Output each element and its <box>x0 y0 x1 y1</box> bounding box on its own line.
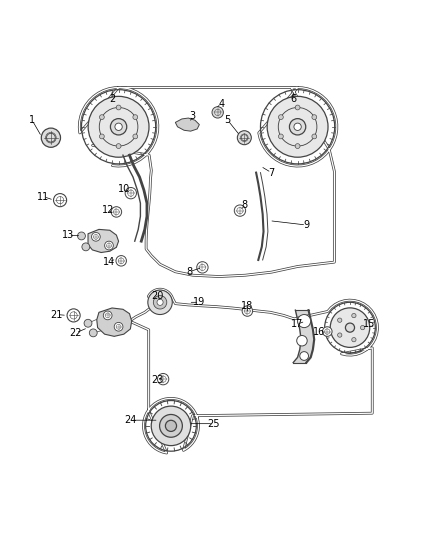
Circle shape <box>99 134 104 139</box>
Text: 13: 13 <box>62 230 74 240</box>
Circle shape <box>157 299 163 305</box>
Circle shape <box>312 115 317 119</box>
Text: 15: 15 <box>364 319 376 329</box>
Circle shape <box>115 123 122 131</box>
Circle shape <box>267 96 328 157</box>
Circle shape <box>110 119 127 135</box>
Circle shape <box>352 337 356 342</box>
Circle shape <box>116 144 121 149</box>
Circle shape <box>279 115 283 119</box>
Circle shape <box>346 323 354 332</box>
Text: 24: 24 <box>125 415 137 425</box>
Circle shape <box>352 313 356 318</box>
Text: 20: 20 <box>152 291 164 301</box>
Text: 7: 7 <box>268 168 275 177</box>
Text: 17: 17 <box>291 319 304 329</box>
Circle shape <box>234 205 246 216</box>
Circle shape <box>133 134 138 139</box>
Circle shape <box>159 415 182 437</box>
Text: 11: 11 <box>37 192 49 201</box>
Circle shape <box>237 131 251 144</box>
Circle shape <box>89 329 97 337</box>
Circle shape <box>338 333 342 337</box>
Text: 10: 10 <box>118 184 130 194</box>
Text: 14: 14 <box>103 257 115 267</box>
Circle shape <box>67 309 80 322</box>
Circle shape <box>290 119 306 135</box>
Polygon shape <box>175 118 199 131</box>
Text: 12: 12 <box>102 205 114 215</box>
Polygon shape <box>88 229 119 253</box>
Text: 16: 16 <box>313 327 325 337</box>
Circle shape <box>148 290 172 314</box>
Text: 8: 8 <box>241 200 247 211</box>
Circle shape <box>297 335 307 346</box>
Polygon shape <box>97 308 132 336</box>
Circle shape <box>53 193 67 207</box>
Circle shape <box>166 421 177 431</box>
Circle shape <box>312 134 317 139</box>
Text: 19: 19 <box>193 297 205 308</box>
Circle shape <box>111 207 122 217</box>
Circle shape <box>103 311 112 320</box>
Circle shape <box>88 96 149 157</box>
Circle shape <box>151 406 191 446</box>
Text: 18: 18 <box>241 301 254 311</box>
Text: 5: 5 <box>225 115 231 125</box>
Circle shape <box>114 322 123 331</box>
Circle shape <box>360 326 365 330</box>
Circle shape <box>300 352 308 360</box>
Text: 8: 8 <box>186 266 192 277</box>
Text: 4: 4 <box>218 99 224 109</box>
Circle shape <box>330 308 370 348</box>
Circle shape <box>157 374 169 385</box>
Text: 3: 3 <box>190 111 196 121</box>
Circle shape <box>279 134 283 139</box>
Circle shape <box>197 262 208 273</box>
Circle shape <box>92 232 100 241</box>
Circle shape <box>105 241 113 250</box>
Circle shape <box>153 296 167 309</box>
Circle shape <box>133 115 138 119</box>
Text: 1: 1 <box>29 115 35 125</box>
Circle shape <box>125 188 137 199</box>
Circle shape <box>322 327 332 336</box>
Circle shape <box>78 232 85 240</box>
Circle shape <box>242 306 253 316</box>
Circle shape <box>116 256 127 266</box>
Circle shape <box>294 123 301 131</box>
Circle shape <box>295 144 300 149</box>
Text: 21: 21 <box>50 310 63 319</box>
Text: 22: 22 <box>70 328 82 338</box>
Text: 23: 23 <box>151 375 163 385</box>
Text: 9: 9 <box>303 220 309 230</box>
Text: 25: 25 <box>207 419 219 429</box>
Circle shape <box>297 314 311 328</box>
Circle shape <box>212 107 223 118</box>
Text: 2: 2 <box>109 94 115 104</box>
Text: 6: 6 <box>290 94 296 104</box>
Circle shape <box>84 319 92 327</box>
Circle shape <box>99 115 104 119</box>
Circle shape <box>338 318 342 322</box>
Circle shape <box>295 105 300 110</box>
Circle shape <box>82 243 90 251</box>
Circle shape <box>116 105 121 110</box>
Circle shape <box>41 128 60 147</box>
